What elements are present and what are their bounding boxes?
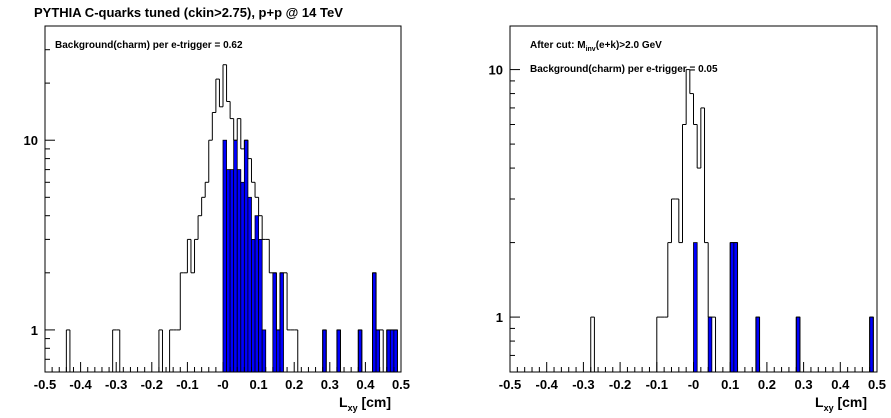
x-tick-label: -0: [217, 377, 229, 392]
filled-bin-bar: [258, 239, 263, 373]
filled-bin-bar: [693, 242, 698, 373]
x-tick-label: 0.3: [321, 377, 339, 392]
filled-bin-bar: [795, 316, 801, 373]
x-tick-label: -0.3: [572, 377, 594, 392]
x-tick-label: 0.5: [868, 377, 886, 392]
x-tick-label: -0.1: [646, 377, 668, 392]
filled-bin-bar: [755, 316, 760, 373]
filled-bin-bar: [372, 272, 377, 373]
y-tick-label: 10: [489, 63, 503, 78]
x-tick-label: -0.4: [69, 377, 92, 392]
x-tick-label: 0.2: [285, 377, 303, 392]
filled-bin-bar: [233, 139, 238, 373]
x-tick-label: -0.5: [499, 377, 521, 392]
x-tick-label: -0: [688, 377, 700, 392]
filled-bin-bar: [229, 169, 235, 373]
filled-bin-bar: [386, 329, 391, 373]
annotation-text: After cut: Minv(e+k)>2.0 GeV: [530, 40, 662, 53]
x-tick-label: -0.1: [176, 377, 198, 392]
x-tick-label: -0.5: [34, 377, 56, 392]
filled-bin-bar: [869, 316, 874, 373]
filled-bin-bar: [733, 242, 738, 373]
x-tick-label: -0.2: [141, 377, 163, 392]
filled-bin-bar: [243, 139, 249, 373]
filled-bin-bar: [336, 329, 341, 373]
x-axis-label: Lxy [cm]: [815, 394, 867, 413]
filled-bin-bar: [389, 329, 395, 373]
filled-bin-bar: [375, 329, 381, 373]
x-axis-label: Lxy [cm]: [339, 394, 391, 413]
filled-bin-bar: [254, 215, 259, 373]
annotation-text: Background(charm) per e-trigger = 0.62: [55, 40, 243, 51]
filled-bin-bar: [251, 239, 256, 373]
filled-bin-bar: [240, 181, 245, 373]
x-tick-label: 0.5: [392, 377, 410, 392]
x-tick-label: 0.4: [831, 377, 850, 392]
figure-title: PYTHIA C-quarks tuned (ckin>2.75), p+p @…: [34, 5, 343, 20]
x-tick-label: 0.1: [250, 377, 268, 392]
x-tick-label: -0.2: [609, 377, 631, 392]
x-tick-label: -0.3: [105, 377, 127, 392]
filled-bin-bar: [357, 329, 363, 373]
annotation-text: Background(charm) per e-trigger = 0.05: [530, 64, 718, 75]
filled-bin-bar: [279, 272, 284, 373]
filled-bin-bar: [393, 329, 398, 373]
filled-bin-bar: [261, 329, 267, 373]
x-tick-label: 0.1: [721, 377, 739, 392]
filled-bin-bar: [222, 139, 227, 373]
x-tick-label: 0.4: [356, 377, 375, 392]
filled-bin-bar: [247, 196, 252, 373]
filled-bin-bar: [729, 242, 735, 373]
left-histogram-panel: -0.5 -0.4 -0.3 -0.2 -0.1 -0 0.1 0.2 0.3 0.4 0.5 1 10…: [24, 25, 410, 413]
right-histogram-panel: -0.5 -0.4 -0.3 -0.2 -0.1 -0 0.1 0.2 0.3 0.4 0.5 1 10…: [489, 25, 886, 413]
y-tick-label: 1: [496, 310, 503, 325]
filled-bin-bar: [275, 329, 281, 373]
y-tick-label: 1: [31, 323, 38, 338]
filled-bin-bar: [322, 329, 327, 373]
filled-bin-bar: [707, 316, 713, 373]
x-tick-label: 0.3: [795, 377, 813, 392]
filled-bin-bar: [272, 272, 277, 373]
filled-bin-bar: [236, 169, 242, 373]
x-tick-label: -0.4: [535, 377, 558, 392]
x-tick-label: 0.2: [758, 377, 776, 392]
y-tick-label: 10: [24, 133, 38, 148]
filled-bin-bar: [226, 169, 231, 373]
